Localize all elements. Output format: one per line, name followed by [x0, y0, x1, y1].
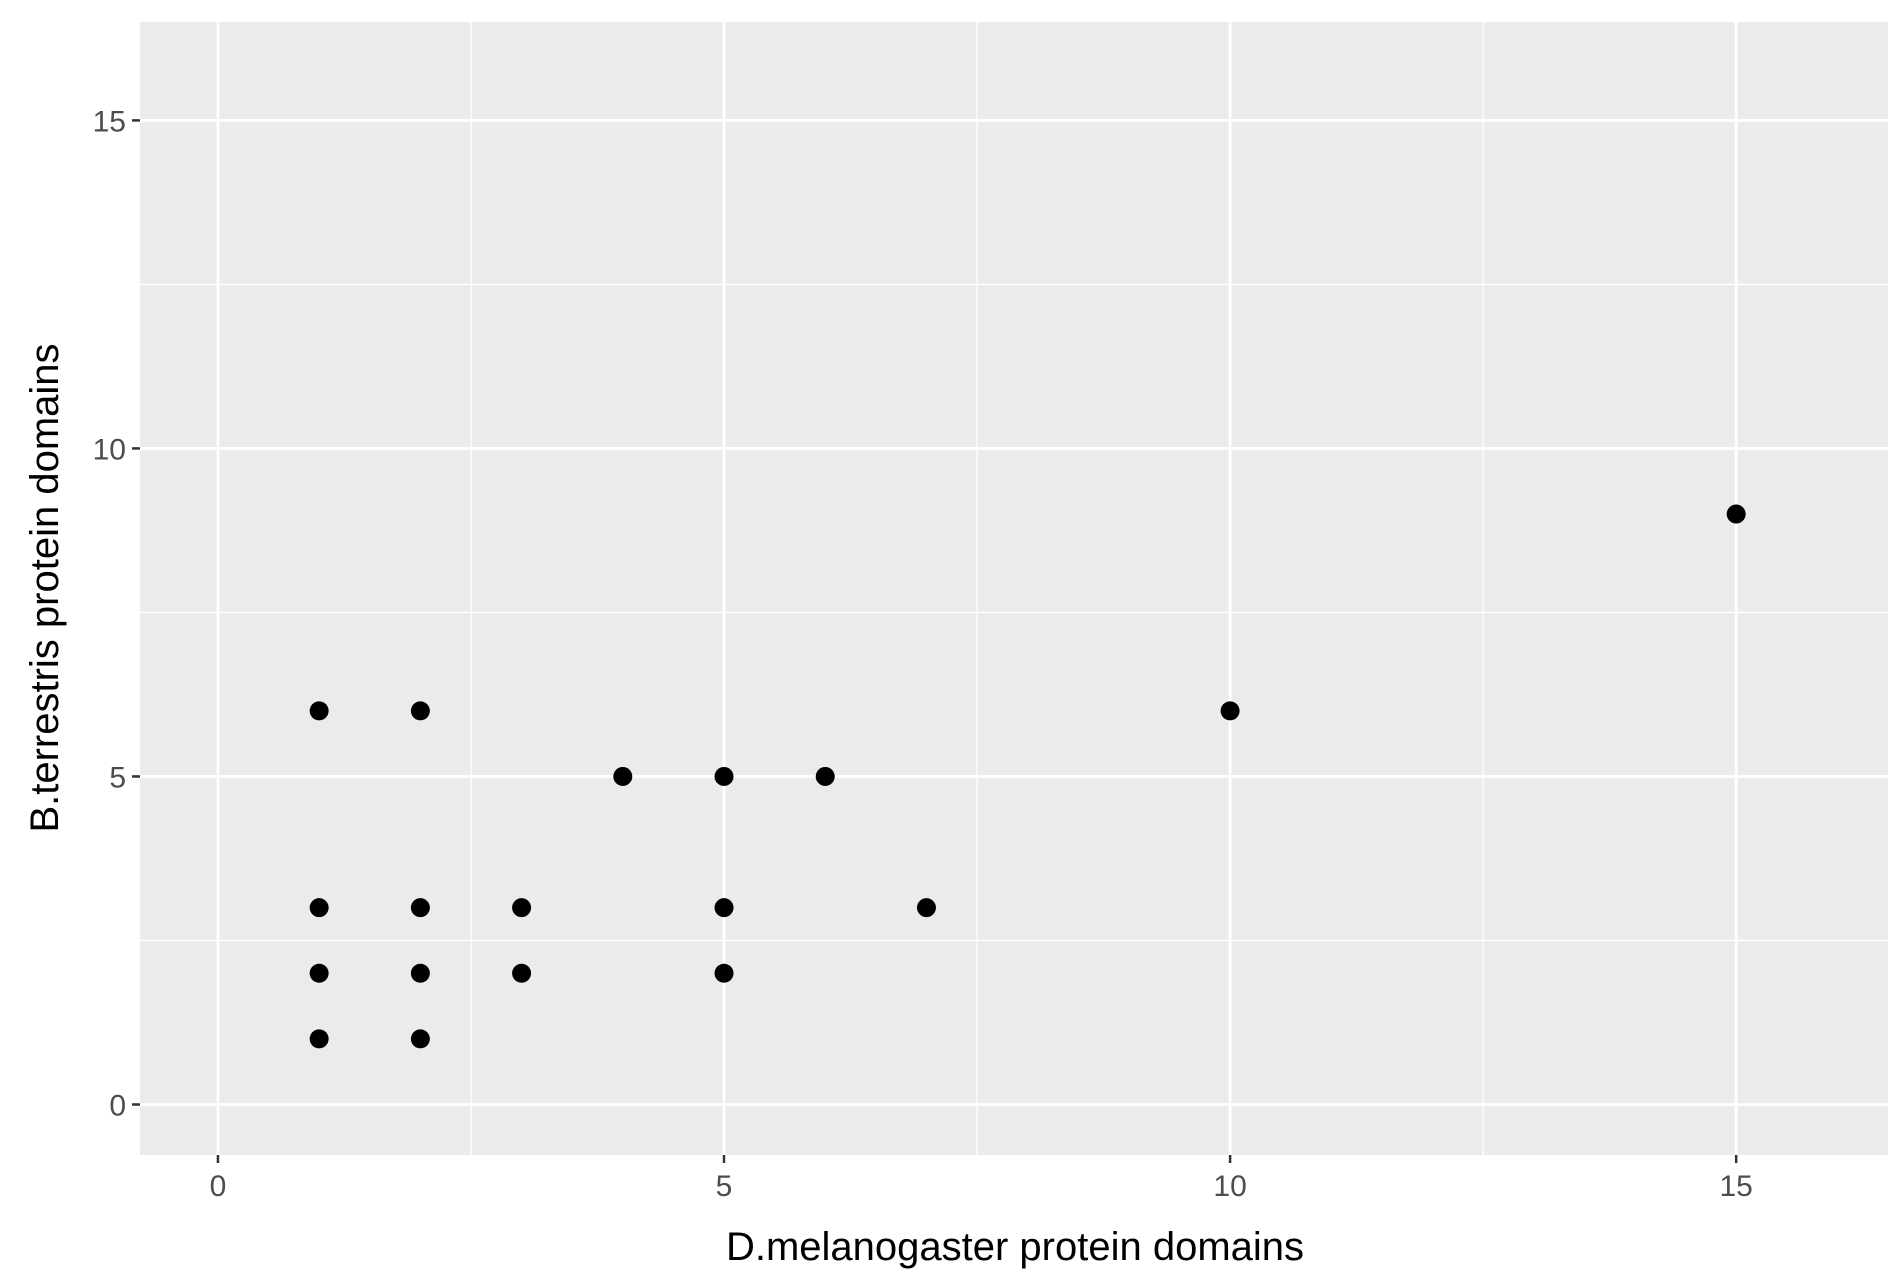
y-tick-label: 5 — [109, 761, 126, 794]
data-point — [309, 898, 329, 918]
data-point — [410, 963, 430, 983]
plot-panel — [140, 22, 1888, 1155]
data-point — [916, 898, 936, 918]
data-point — [512, 963, 532, 983]
data-point — [410, 1029, 430, 1049]
y-tick-label: 15 — [93, 105, 126, 138]
data-points — [309, 504, 1746, 1049]
x-tick-label: 15 — [1719, 1170, 1752, 1203]
x-tick-label: 5 — [716, 1170, 733, 1203]
data-point — [1220, 701, 1240, 721]
data-point — [309, 701, 329, 721]
x-axis: 0 5 10 15 — [210, 1155, 1753, 1203]
x-tick-label: 10 — [1213, 1170, 1246, 1203]
y-tick-label: 0 — [109, 1089, 126, 1122]
data-point — [613, 766, 633, 786]
data-point — [1726, 504, 1746, 524]
data-point — [714, 766, 734, 786]
data-point — [410, 701, 430, 721]
x-tick-label: 0 — [210, 1170, 227, 1203]
data-point — [410, 898, 430, 918]
y-tick-label: 10 — [93, 433, 126, 466]
y-axis: 0 5 10 15 — [93, 105, 140, 1122]
data-point — [714, 963, 734, 983]
x-axis-title: D.melanogaster protein domains — [726, 1225, 1304, 1269]
major-gridlines — [140, 22, 1888, 1155]
minor-gridlines — [140, 22, 1888, 1155]
data-point — [512, 898, 532, 918]
data-point — [309, 963, 329, 983]
data-point — [815, 766, 835, 786]
data-point — [309, 1029, 329, 1049]
y-axis-title: B.terrestris protein domains — [23, 343, 67, 832]
data-point — [714, 898, 734, 918]
